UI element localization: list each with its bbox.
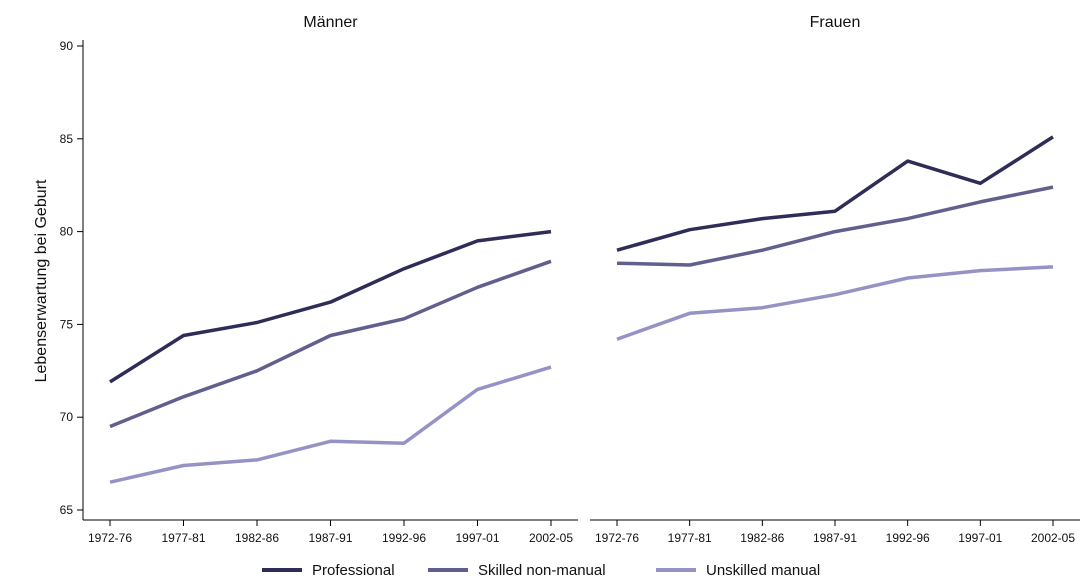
- series-line-professional: [616, 135, 1054, 252]
- legend-item-professional: Professional: [262, 562, 395, 579]
- x-tick-label: 1987-91: [813, 531, 857, 545]
- legend-label: Unskilled manual: [706, 562, 820, 579]
- panel-frauen: Frauen 1972-76 1977-81 1982-86 1987-91 1992-9…: [590, 14, 1080, 545]
- x-tick-label: 2002-05: [1031, 531, 1075, 545]
- x-tick-label: 1997-01: [455, 531, 499, 545]
- legend-item-unskilled-manual: Unskilled manual: [656, 562, 820, 579]
- x-tick-label: 1982-86: [740, 531, 784, 545]
- y-tick-label: 80: [60, 225, 74, 239]
- series-line-unskilled-manual: [616, 265, 1054, 341]
- plot-area: [590, 40, 1080, 520]
- panel-title: Männer: [303, 14, 358, 31]
- x-tick-label: 1972-76: [88, 531, 132, 545]
- x-tick-label: 1982-86: [235, 531, 279, 545]
- x-tick-label: 1992-96: [382, 531, 426, 545]
- panel-title: Frauen: [810, 14, 861, 31]
- y-tick-label: 90: [60, 39, 74, 53]
- x-tick-label: 1992-96: [886, 531, 930, 545]
- series-line-skilled-non-manual: [109, 259, 552, 429]
- x-tick-label: 1977-81: [161, 531, 205, 545]
- panel-männer: Männer 1972-76 1977-81 1982-86 1987-91 1992-9…: [60, 14, 578, 545]
- y-tick-label: 70: [60, 410, 74, 424]
- legend-label: Professional: [312, 562, 395, 579]
- y-tick-label: 65: [60, 503, 74, 517]
- x-tick-label: 1987-91: [308, 531, 352, 545]
- x-tick-label: 1977-81: [668, 531, 712, 545]
- x-tick-label: 1972-76: [595, 531, 639, 545]
- series-line-skilled-non-manual: [616, 185, 1054, 267]
- x-tick-label: 1997-01: [958, 531, 1002, 545]
- plot-area: [83, 40, 578, 520]
- panels: Männer 1972-76 1977-81 1982-86 1987-91 1992-9…: [60, 14, 1080, 545]
- x-tick-label: 2002-05: [529, 531, 573, 545]
- y-tick-label: 75: [60, 317, 74, 331]
- series-line-unskilled-manual: [109, 365, 552, 484]
- y-tick-label: 85: [60, 132, 74, 146]
- legend-item-skilled-non-manual: Skilled non-manual: [428, 562, 606, 579]
- series-line-professional: [109, 229, 552, 384]
- y-axis-title: Lebenserwartung bei Geburt: [33, 179, 50, 382]
- legend-label: Skilled non-manual: [478, 562, 606, 579]
- legend: Professional Skilled non-manual Unskilled …: [262, 562, 820, 579]
